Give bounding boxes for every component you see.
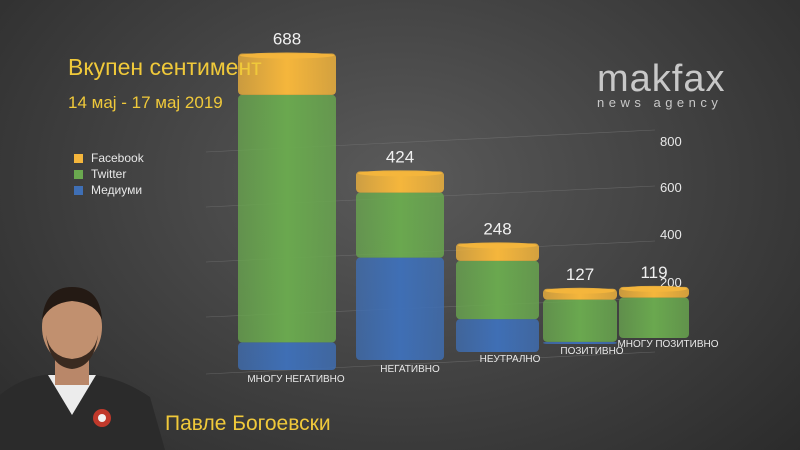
y-tick-label: 800 xyxy=(660,134,682,149)
gridline-0 xyxy=(205,351,656,375)
bar-segment-Facebook xyxy=(356,171,444,193)
speaker-photo xyxy=(0,287,165,450)
bar-top-cap xyxy=(545,287,615,294)
legend-item-facebook: Facebook xyxy=(74,150,144,166)
legend-swatch-media xyxy=(74,185,83,195)
legend-label-facebook: Facebook xyxy=(91,151,144,165)
category-label: НЕУТРАЛНО xyxy=(480,354,541,365)
legend-item-twitter: Twitter xyxy=(74,166,144,182)
category-label: ПОЗИТИВНО xyxy=(560,346,623,357)
legend-label-twitter: Twitter xyxy=(91,167,127,181)
bar-total-label: 688 xyxy=(273,30,301,49)
bar-segment-Медиуми xyxy=(456,319,539,352)
bar-segment-Twitter xyxy=(543,299,617,342)
legend-label-media: Медиуми xyxy=(91,183,143,197)
bar-segment-Медиуми xyxy=(356,257,444,360)
y-tick-label: 600 xyxy=(660,180,682,195)
bar-top-cap xyxy=(358,170,442,177)
y-tick-label: 400 xyxy=(660,227,682,242)
chart-title: Вкупен сентимент xyxy=(68,54,262,80)
bar-total-label: 424 xyxy=(386,147,414,166)
legend: Facebook Twitter Медиуми xyxy=(74,150,144,198)
legend-swatch-facebook xyxy=(74,153,83,163)
bar-total-label: 248 xyxy=(483,219,511,238)
bar-segment-Twitter xyxy=(356,192,444,258)
bar-segment-Facebook xyxy=(238,53,336,95)
bar-segment-Медиуми xyxy=(543,341,617,344)
speaker-name: Павле Богоевски xyxy=(165,412,331,435)
category-label: НЕГАТИВНО xyxy=(380,364,440,375)
bar-top-cap xyxy=(621,285,687,292)
bar-total-label: 127 xyxy=(566,265,594,284)
bar-segment-Медиуми xyxy=(238,342,336,370)
chart-subtitle: 14 мај - 17 мај 2019 xyxy=(68,93,223,112)
bar-top-cap xyxy=(458,242,537,249)
category-label: МНОГУ НЕГАТИВНО xyxy=(247,374,345,385)
logo-main-text: makfax xyxy=(597,58,726,100)
legend-item-media: Медиуми xyxy=(74,182,144,198)
bar-segment-Twitter xyxy=(619,297,689,338)
legend-swatch-twitter xyxy=(74,169,83,179)
bar-total-label: 119 xyxy=(640,263,667,282)
bar-segment-Twitter xyxy=(238,94,336,343)
bar-top-cap xyxy=(240,52,334,59)
bar-segment-Twitter xyxy=(456,260,539,320)
makfax-logo: makfax news agency xyxy=(597,60,725,110)
category-label: МНОГУ ПОЗИТИВНО xyxy=(617,339,718,350)
logo-sub-text: news agency xyxy=(597,95,723,110)
